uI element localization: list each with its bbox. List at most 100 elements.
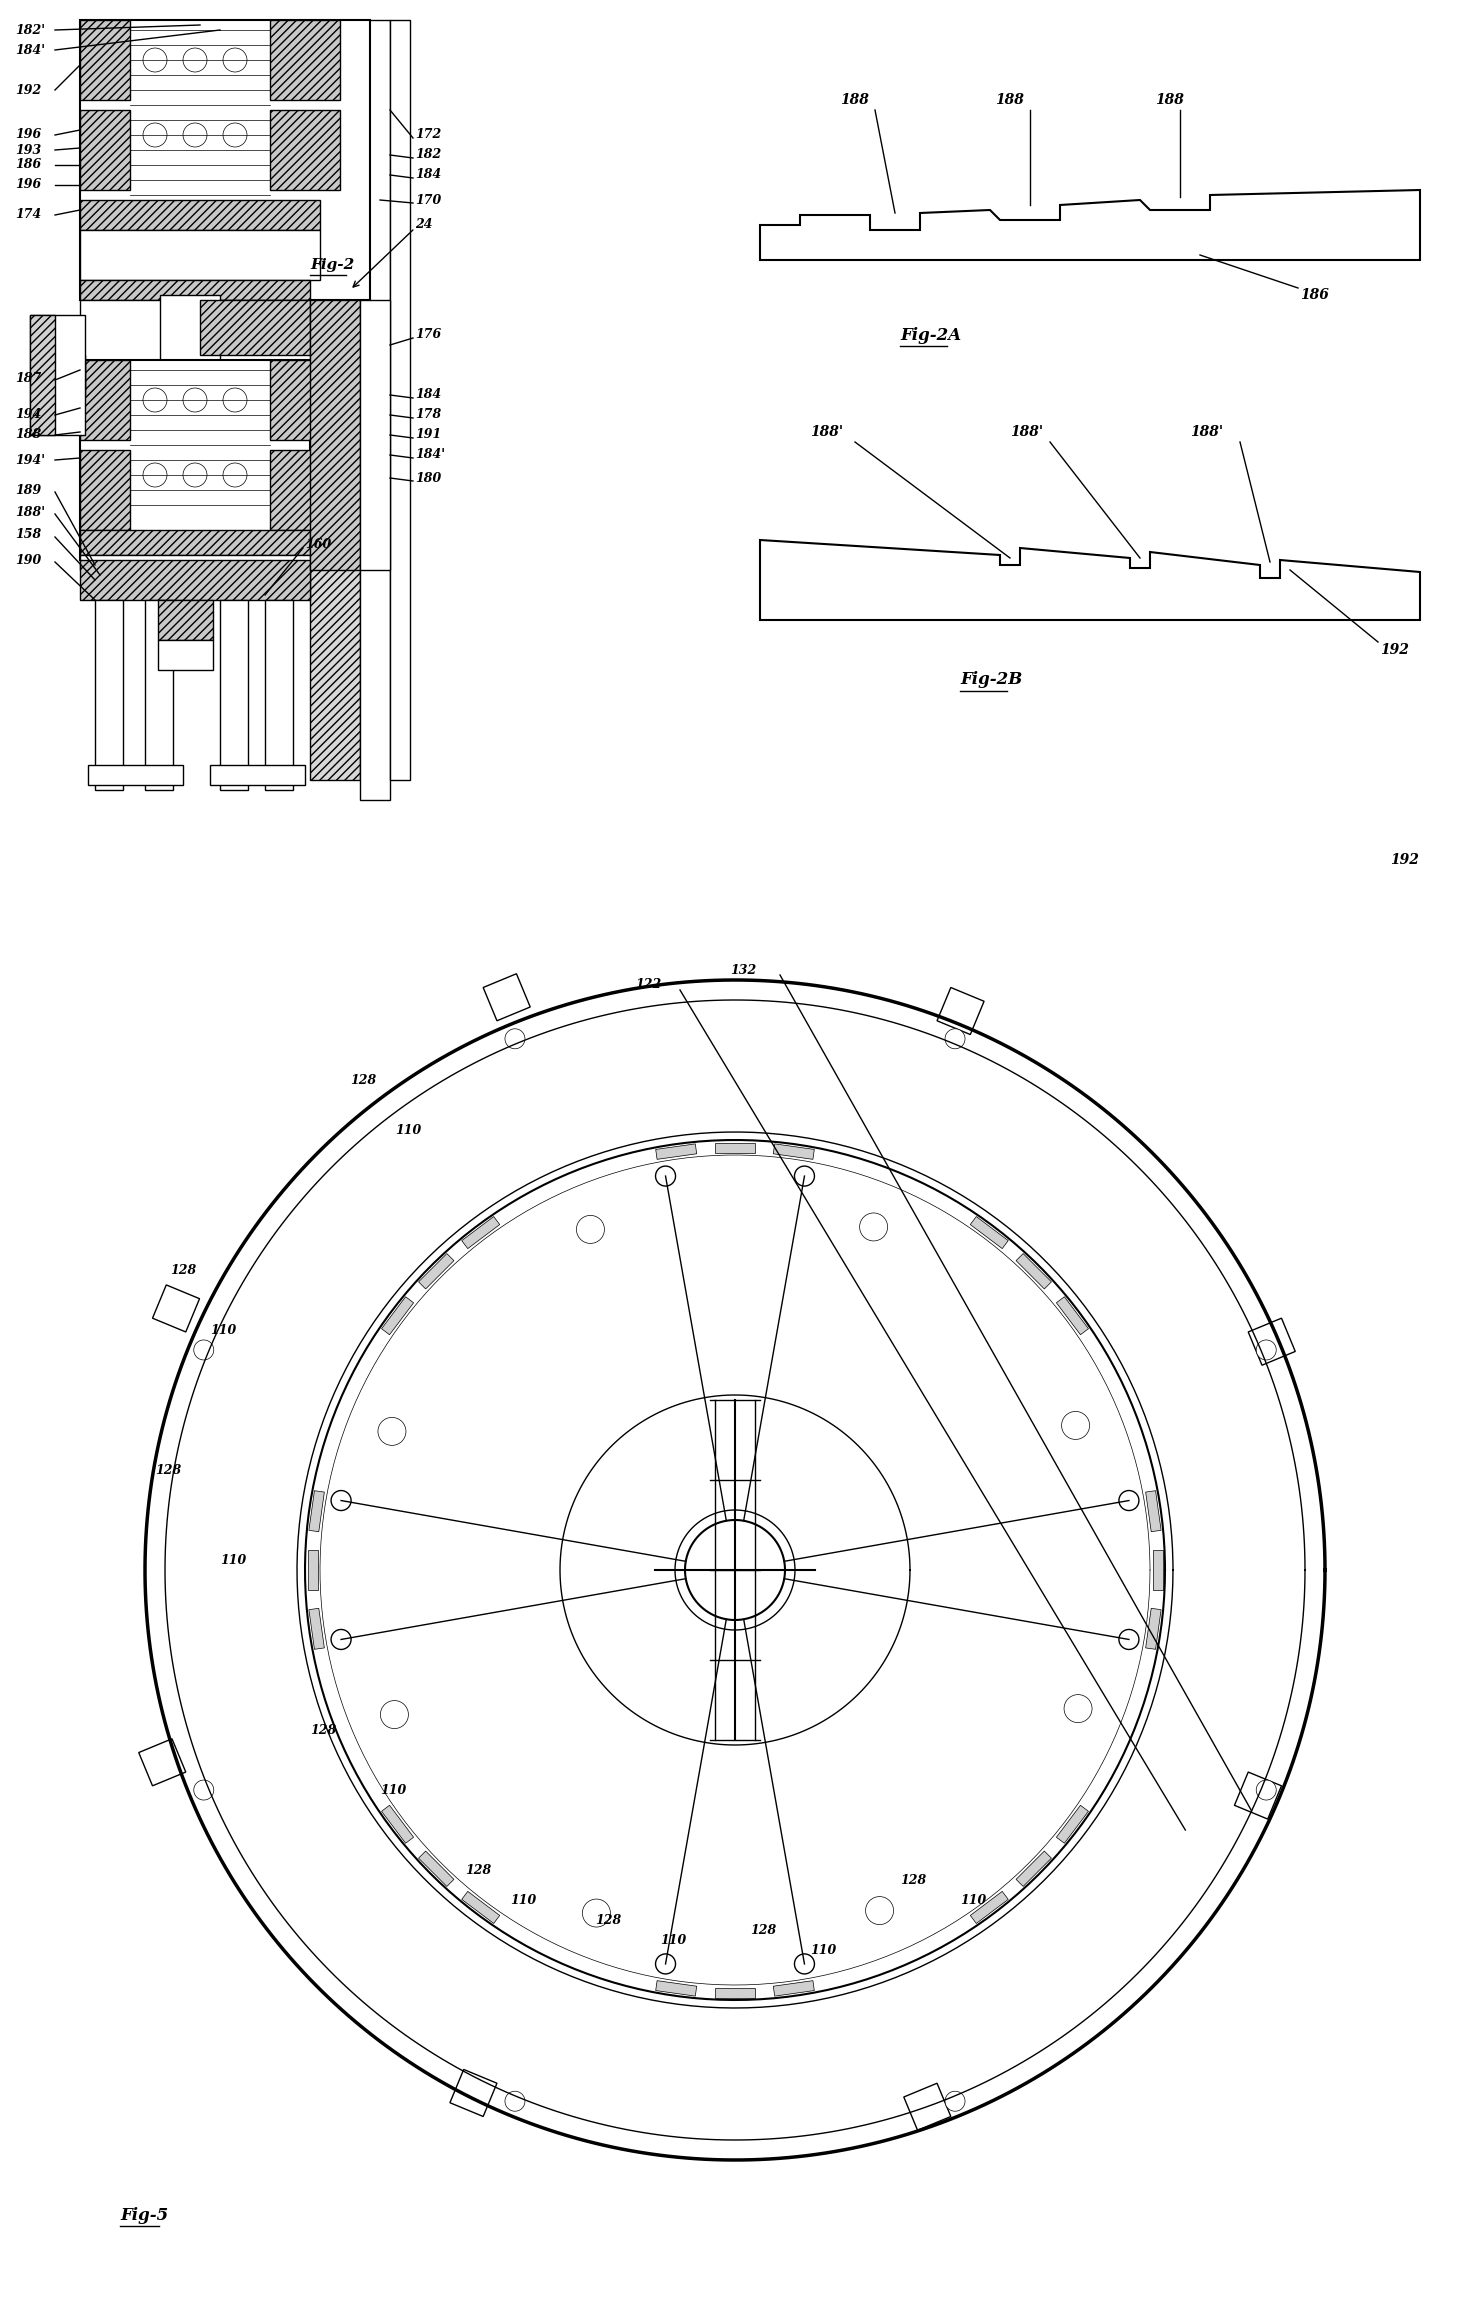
- Circle shape: [183, 49, 207, 72]
- Polygon shape: [462, 1891, 499, 1924]
- Text: 188: 188: [1155, 92, 1185, 106]
- Text: Fig-2A: Fig-2A: [899, 326, 962, 344]
- Text: 192: 192: [1380, 643, 1409, 657]
- Bar: [450, 2069, 496, 2115]
- Polygon shape: [656, 1144, 697, 1158]
- Bar: [30, 314, 55, 435]
- Bar: [264, 601, 292, 791]
- Bar: [199, 301, 310, 356]
- Text: Fig-5: Fig-5: [120, 2206, 168, 2224]
- Bar: [936, 987, 984, 1033]
- Circle shape: [1120, 1491, 1139, 1510]
- Circle shape: [331, 1491, 352, 1510]
- Bar: [390, 21, 411, 779]
- Text: 122: 122: [635, 978, 662, 992]
- Polygon shape: [307, 1549, 318, 1591]
- Text: 110: 110: [960, 1894, 987, 1907]
- Circle shape: [223, 462, 247, 488]
- Text: 189: 189: [15, 483, 41, 497]
- Text: 188': 188': [809, 425, 843, 439]
- Bar: [310, 310, 360, 779]
- Circle shape: [505, 1029, 524, 1050]
- Text: 110: 110: [380, 1783, 406, 1796]
- Text: 187: 187: [15, 372, 41, 384]
- Bar: [270, 21, 340, 99]
- Text: 110: 110: [210, 1322, 236, 1336]
- Circle shape: [1120, 1630, 1139, 1648]
- Text: 190: 190: [15, 553, 41, 566]
- Text: 128: 128: [170, 1262, 196, 1276]
- Text: 170: 170: [415, 194, 442, 206]
- Bar: [1235, 1771, 1282, 1820]
- Bar: [310, 21, 360, 301]
- Text: 188: 188: [15, 428, 41, 442]
- Bar: [89, 765, 183, 786]
- Text: Fig-2B: Fig-2B: [960, 670, 1022, 689]
- Circle shape: [331, 1630, 352, 1648]
- Text: 128: 128: [750, 1924, 777, 1937]
- Polygon shape: [970, 1216, 1009, 1248]
- Text: 186: 186: [15, 160, 41, 171]
- Bar: [80, 280, 310, 301]
- Bar: [220, 601, 248, 791]
- Text: 128: 128: [595, 1914, 622, 1926]
- Polygon shape: [418, 1852, 453, 1887]
- Text: 110: 110: [220, 1554, 247, 1568]
- Circle shape: [143, 462, 167, 488]
- Bar: [80, 529, 310, 555]
- Bar: [270, 451, 340, 529]
- Text: 196: 196: [15, 129, 41, 141]
- Text: 128: 128: [350, 1073, 377, 1087]
- Text: 172: 172: [415, 129, 442, 141]
- Circle shape: [945, 2092, 964, 2111]
- Text: 188: 188: [995, 92, 1024, 106]
- Text: 178: 178: [415, 409, 442, 421]
- Text: 128: 128: [899, 1873, 926, 1887]
- Polygon shape: [1146, 1609, 1161, 1648]
- Text: 192: 192: [1390, 853, 1419, 867]
- Circle shape: [183, 123, 207, 148]
- Text: 132: 132: [730, 964, 756, 976]
- Text: 180: 180: [415, 472, 442, 486]
- Bar: [80, 111, 130, 190]
- Polygon shape: [970, 1891, 1009, 1924]
- Circle shape: [1062, 1410, 1090, 1440]
- Polygon shape: [1146, 1491, 1161, 1533]
- Bar: [483, 973, 530, 1022]
- Polygon shape: [381, 1806, 414, 1843]
- Bar: [139, 1739, 186, 1785]
- Bar: [145, 601, 173, 791]
- Circle shape: [378, 1417, 406, 1445]
- Polygon shape: [1152, 1549, 1162, 1591]
- Polygon shape: [761, 190, 1419, 259]
- Text: 188': 188': [1010, 425, 1043, 439]
- Circle shape: [183, 388, 207, 412]
- Text: 176: 176: [415, 328, 442, 342]
- Circle shape: [656, 1165, 675, 1186]
- Text: 184': 184': [415, 449, 445, 462]
- Text: 194: 194: [15, 409, 41, 421]
- Bar: [80, 301, 310, 361]
- Text: 182: 182: [415, 148, 442, 162]
- Polygon shape: [715, 1142, 755, 1151]
- Circle shape: [860, 1214, 888, 1242]
- Circle shape: [1257, 1341, 1276, 1359]
- Text: 188: 188: [840, 92, 868, 106]
- Text: 184': 184': [15, 44, 46, 55]
- Bar: [160, 296, 220, 365]
- Text: 188': 188': [15, 506, 46, 518]
- Bar: [95, 601, 123, 791]
- Text: 193: 193: [15, 143, 41, 157]
- Circle shape: [576, 1216, 604, 1244]
- Circle shape: [193, 1780, 214, 1801]
- Bar: [904, 2083, 951, 2129]
- Circle shape: [945, 1029, 964, 1050]
- Text: 110: 110: [809, 1944, 836, 1956]
- Text: 184: 184: [415, 169, 442, 183]
- Bar: [80, 21, 371, 301]
- Polygon shape: [1016, 1253, 1052, 1288]
- Polygon shape: [774, 1981, 814, 1995]
- Bar: [80, 560, 310, 601]
- Circle shape: [505, 2092, 524, 2111]
- Polygon shape: [462, 1216, 499, 1248]
